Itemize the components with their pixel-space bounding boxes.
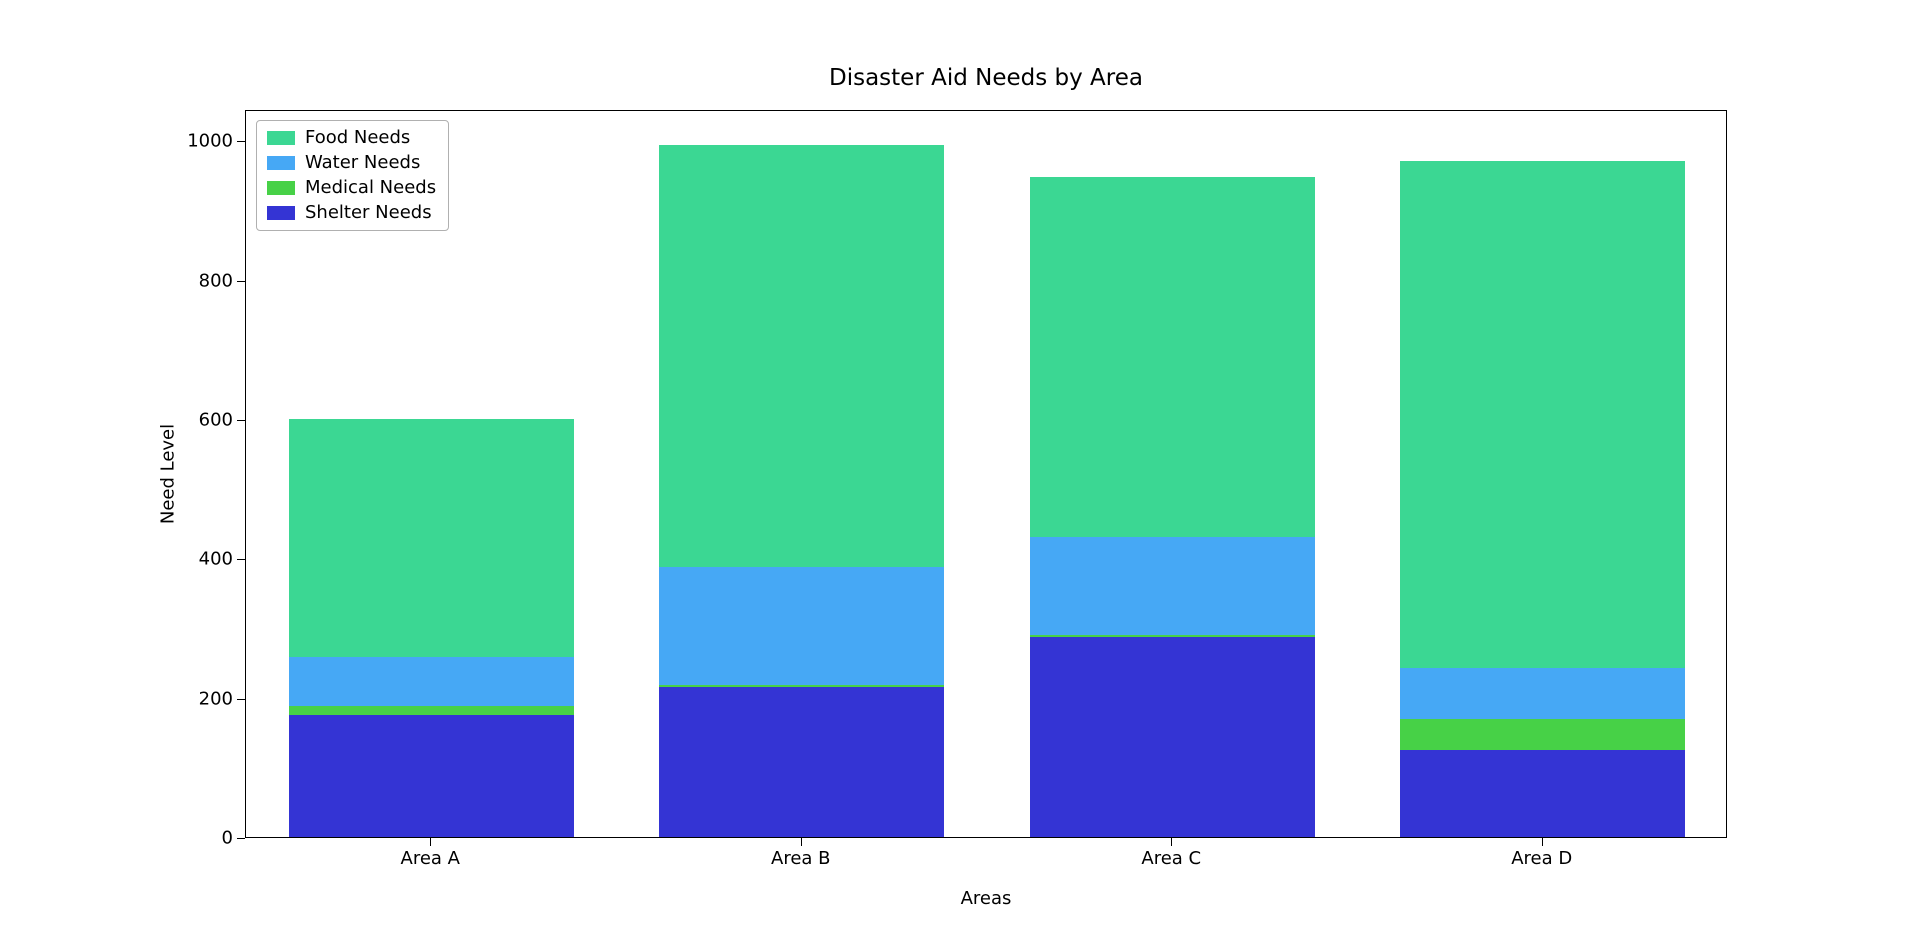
y-tick-label: 200 <box>198 688 233 710</box>
x-tick-mark <box>1541 838 1543 846</box>
legend-item: Water Needs <box>267 154 436 172</box>
y-tick-label: 400 <box>198 548 233 570</box>
stacked-bar <box>659 145 944 837</box>
legend-swatch <box>267 156 295 170</box>
bar-segment <box>289 657 574 707</box>
y-tick-mark <box>237 280 245 282</box>
bar-segment <box>659 566 944 686</box>
y-tick-mark <box>237 141 245 143</box>
y-tick-mark <box>237 559 245 561</box>
y-tick-mark <box>237 420 245 421</box>
x-tick-label: Area C <box>1141 848 1202 869</box>
legend-swatch <box>267 181 295 195</box>
bar-segment <box>1030 634 1315 638</box>
legend-label: Water Needs <box>305 152 421 173</box>
y-tick-label: 0 <box>221 827 233 849</box>
y-tick-mark <box>237 698 245 700</box>
y-tick-label: 800 <box>198 270 233 292</box>
y-tick-label: 1000 <box>187 130 233 152</box>
plot-area: Food Needs Water Needs Medical Needs Shelte… <box>245 110 1727 838</box>
bar-segment <box>659 687 944 837</box>
bar-segment <box>1400 161 1685 669</box>
bar-segment <box>659 685 944 688</box>
stacked-bar <box>289 419 574 837</box>
bars-layer <box>246 111 1726 837</box>
legend: Food Needs Water Needs Medical Needs Shelte… <box>256 120 450 231</box>
bar-segment <box>1400 749 1685 837</box>
bar-segment <box>289 715 574 837</box>
x-axis-label: Areas <box>960 888 1012 909</box>
bar-segment <box>1030 176 1315 538</box>
x-tick-label: Area D <box>1511 848 1573 869</box>
legend-item: Shelter Needs <box>267 204 436 222</box>
y-axis-label: Need Level <box>157 423 179 525</box>
legend-swatch <box>267 206 295 220</box>
legend-label: Medical Needs <box>305 177 437 198</box>
bar-segment <box>659 145 944 567</box>
legend-item: Food Needs <box>267 129 436 147</box>
y-tick-label: 600 <box>198 409 233 431</box>
bar-segment <box>289 706 574 716</box>
bar-segment <box>1030 637 1315 837</box>
chart-title: Disaster Aid Needs by Area <box>829 65 1143 91</box>
bar-segment <box>1400 668 1685 719</box>
legend-item: Medical Needs <box>267 179 436 197</box>
x-tick-mark <box>1171 838 1173 846</box>
x-tick-label: Area B <box>771 848 831 869</box>
legend-swatch <box>267 131 295 145</box>
legend-label: Food Needs <box>305 127 411 148</box>
stacked-bar <box>1400 161 1685 837</box>
bar-segment <box>1030 537 1315 635</box>
x-tick-mark <box>800 838 802 846</box>
y-tick-mark <box>237 838 245 839</box>
bar-segment <box>289 419 574 658</box>
x-tick-mark <box>430 838 432 846</box>
legend-label: Shelter Needs <box>305 202 432 223</box>
bar-segment <box>1400 718 1685 750</box>
x-tick-label: Area A <box>400 848 460 869</box>
stacked-bar <box>1030 176 1315 837</box>
